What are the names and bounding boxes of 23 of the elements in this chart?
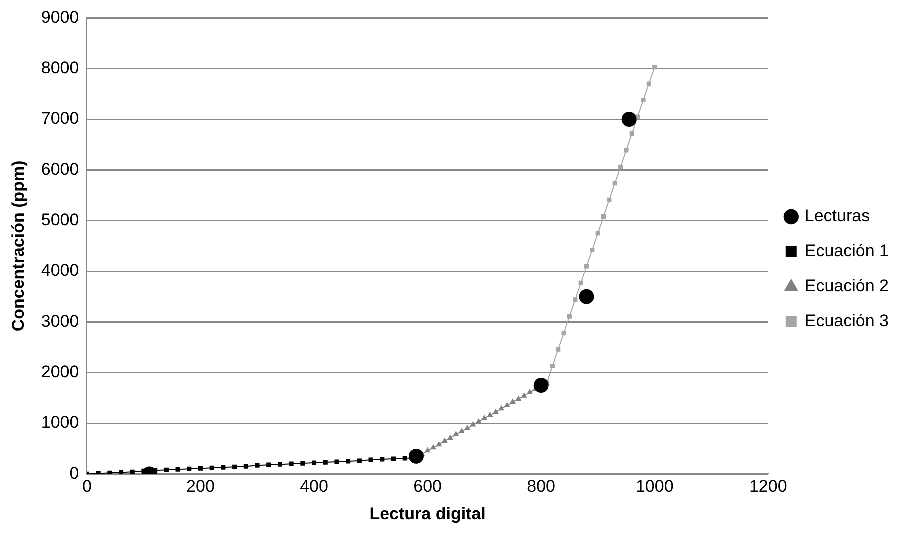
y-tick-label: 7000: [41, 109, 80, 128]
x-tick-label: 800: [527, 477, 556, 496]
x-tick-label: 0: [82, 477, 92, 496]
x-tick-label: 400: [300, 477, 328, 496]
y-tick-label: 1000: [41, 413, 80, 432]
y-tick-label: 0: [70, 464, 80, 483]
legend-label: Ecuación 2: [804, 276, 890, 296]
x-tick-label: 600: [414, 477, 442, 496]
legend-label: Lecturas: [804, 206, 870, 226]
x-axis-title: Lectura digital: [370, 504, 486, 524]
x-tick-label: 200: [186, 477, 215, 496]
y-tick-label: 5000: [41, 210, 80, 230]
legend-label: Ecuación 1: [804, 242, 890, 261]
x-tick-label: 1200: [749, 477, 788, 496]
y-tick-label: 2000: [41, 362, 80, 382]
y-tick-label: 8000: [41, 58, 80, 78]
y-axis-title: Concentración (ppm): [8, 160, 28, 332]
y-tick-label: 4000: [41, 261, 80, 280]
legend-label: Ecuación 3: [804, 312, 890, 331]
x-tick-label: 1000: [636, 477, 674, 496]
y-tick-label: 3000: [41, 312, 80, 331]
y-tick-label: 9000: [41, 8, 80, 27]
y-tick-label: 6000: [41, 160, 80, 179]
